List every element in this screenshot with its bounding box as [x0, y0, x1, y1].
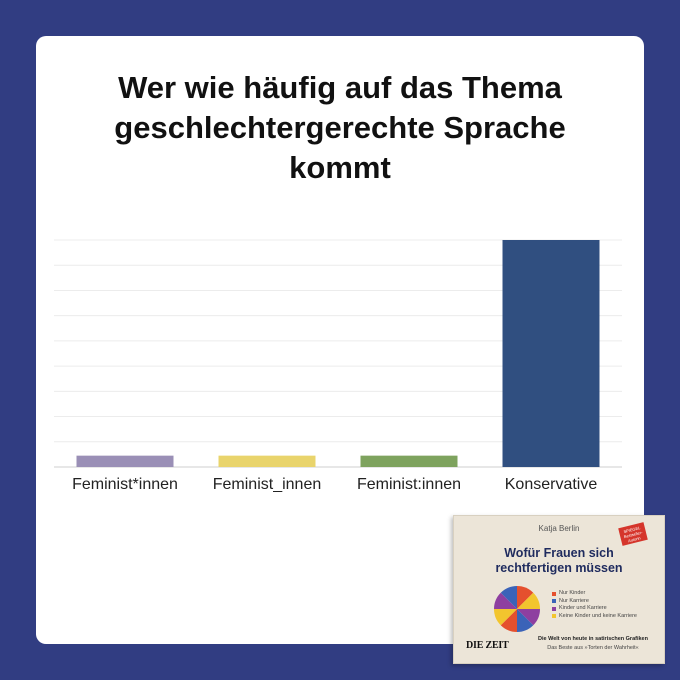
pie-slice: [517, 586, 534, 609]
pie-slice: [500, 609, 517, 632]
book-author: Katja Berlin: [538, 524, 580, 533]
x-tick-label: Feminist_innen: [213, 476, 322, 493]
legend-swatch: [552, 614, 556, 619]
bar-konservative: [502, 240, 600, 467]
legend-label: Nur Kinder: [559, 590, 586, 596]
legend-swatch: [552, 599, 556, 604]
chart-title: Wer wie häufig auf das Thema geschlechte…: [36, 68, 644, 188]
zeit-logo: DIE ZEIT: [466, 640, 509, 651]
book-legend-item: Nur Kinder: [552, 590, 637, 598]
book-title: Wofür Frauen sich rechtfertigen müssen: [454, 546, 664, 576]
chart-title-line-1: Wer wie häufig auf das Thema: [118, 70, 562, 105]
x-tick-label: Feminist*innen: [72, 476, 178, 493]
book-title-line-2: rechtfertigen müssen: [495, 561, 623, 575]
book-cover: Katja Berlin SPIEGEL Bestseller-Autorin …: [453, 515, 665, 664]
book-pie-icon: [494, 586, 540, 632]
legend-label: Nur Karriere: [559, 597, 589, 604]
book-legend: Nur Kinder Nur Karriere Kinder und Karri…: [552, 590, 637, 620]
pie-slice: [494, 609, 517, 626]
bar-chart: Feminist*innen Feminist_innen Feminist:inn…: [54, 239, 622, 493]
chart-title-line-3: kommt: [289, 150, 391, 185]
pie-slice: [517, 609, 534, 632]
pie-slice: [517, 609, 540, 626]
x-tick-label: Konservative: [505, 476, 598, 493]
bar-feminist-innen: [360, 455, 458, 467]
legend-swatch: [552, 606, 556, 611]
chart-card: Wer wie häufig auf das Thema geschlechte…: [36, 36, 644, 644]
pie-slice: [500, 586, 517, 609]
legend-swatch: [552, 591, 556, 596]
book-subtitle-2: Das Beste aus »Torten der Wahrheit«: [547, 645, 639, 651]
book-legend-item: Nur Karriere: [552, 598, 637, 606]
book-subtitle: Die Welt von heute in satirischen Grafik…: [538, 636, 648, 642]
pie-slice: [517, 592, 540, 609]
bar-feminist-innen: [218, 455, 316, 467]
legend-label: Kinder und Karriere: [559, 605, 607, 611]
book-legend-item: Kinder und Karriere: [552, 605, 637, 613]
chart-title-line-2: geschlechtergerechte Sprache: [114, 110, 566, 145]
book-title-line-1: Wofür Frauen sich: [504, 546, 614, 560]
book-legend-item: Keine Kinder und keine Karriere: [552, 613, 637, 621]
legend-label: Keine Kinder und keine Karriere: [559, 612, 637, 619]
bar-feminist-innen: [76, 455, 174, 467]
x-tick-label: Feminist:innen: [357, 476, 461, 493]
pie-slice: [494, 592, 517, 609]
